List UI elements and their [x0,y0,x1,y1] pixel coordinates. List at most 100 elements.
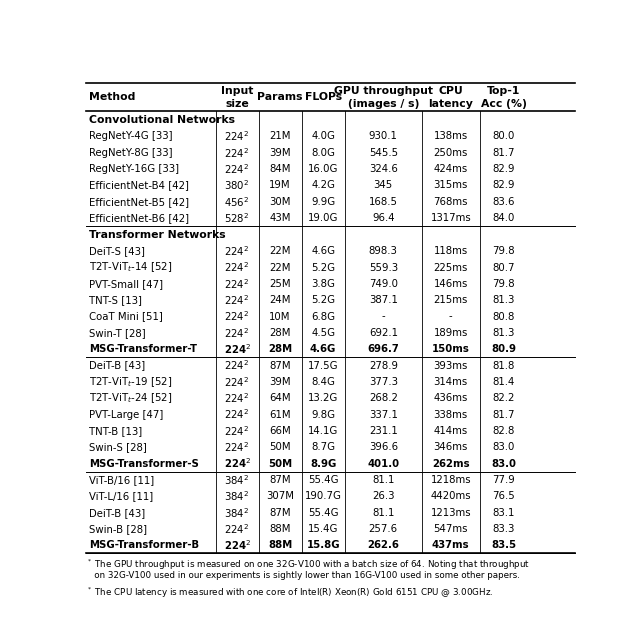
Text: T2T-ViT$_t$-24 [52]: T2T-ViT$_t$-24 [52] [89,392,172,405]
Text: 13.2G: 13.2G [308,394,339,403]
Text: (images / s): (images / s) [348,98,419,109]
Text: 87M: 87M [269,507,291,518]
Text: 5.2G: 5.2G [311,295,335,305]
Text: 190.7G: 190.7G [305,491,342,502]
Text: 25M: 25M [269,279,291,289]
Text: 224$^2$: 224$^2$ [225,408,250,421]
Text: 1218ms: 1218ms [431,475,471,485]
Text: 384$^2$: 384$^2$ [225,505,250,520]
Text: 84M: 84M [269,164,291,174]
Text: 83.0: 83.0 [492,442,515,452]
Text: 424ms: 424ms [434,164,468,174]
Text: Swin-T [28]: Swin-T [28] [89,328,146,338]
Text: 168.5: 168.5 [369,197,398,206]
Text: 930.1: 930.1 [369,131,397,141]
Text: Swin-B [28]: Swin-B [28] [89,524,147,534]
Text: Transformer Networks: Transformer Networks [89,230,225,240]
Text: 224$^2$: 224$^2$ [225,244,250,258]
Text: EfficientNet-B4 [42]: EfficientNet-B4 [42] [89,180,189,190]
Text: 224$^2$: 224$^2$ [223,538,251,552]
Text: 224$^2$: 224$^2$ [225,440,250,454]
Text: 81.8: 81.8 [492,361,515,370]
Text: 387.1: 387.1 [369,295,397,305]
Text: 4.6G: 4.6G [310,344,337,354]
Text: 8.9G: 8.9G [310,458,337,469]
Text: 26.3: 26.3 [372,491,394,502]
Text: 231.1: 231.1 [369,426,397,436]
Text: 81.3: 81.3 [492,328,515,338]
Text: PVT-Small [47]: PVT-Small [47] [89,279,163,289]
Text: 80.9: 80.9 [491,344,516,354]
Text: 749.0: 749.0 [369,279,398,289]
Text: 15.8G: 15.8G [307,540,340,550]
Text: 268.2: 268.2 [369,394,397,403]
Text: PVT-Large [47]: PVT-Large [47] [89,410,163,420]
Text: 8.7G: 8.7G [311,442,335,452]
Text: 83.3: 83.3 [492,524,515,534]
Text: 14.1G: 14.1G [308,426,339,436]
Text: 547ms: 547ms [433,524,468,534]
Text: 314ms: 314ms [434,377,468,387]
Text: 81.1: 81.1 [372,507,394,518]
Text: TNT-B [13]: TNT-B [13] [89,426,142,436]
Text: $^*$ The CPU latency is measured with one core of Intel(R) Xeon(R) Gold 6151 CPU: $^*$ The CPU latency is measured with on… [86,585,493,599]
Text: 64M: 64M [269,394,291,403]
Text: 224$^2$: 224$^2$ [225,129,250,143]
Text: 8.4G: 8.4G [311,377,335,387]
Text: 224$^2$: 224$^2$ [225,375,250,389]
Text: 24M: 24M [269,295,291,305]
Text: 278.9: 278.9 [369,361,398,370]
Text: 81.7: 81.7 [492,410,515,420]
Text: 338ms: 338ms [434,410,468,420]
Text: 9.9G: 9.9G [311,197,335,206]
Text: 43M: 43M [269,213,291,223]
Text: 224$^2$: 224$^2$ [225,392,250,405]
Text: 224$^2$: 224$^2$ [225,359,250,372]
Text: 692.1: 692.1 [369,328,398,338]
Text: TNT-S [13]: TNT-S [13] [89,295,142,305]
Text: EfficientNet-B6 [42]: EfficientNet-B6 [42] [89,213,189,223]
Text: 401.0: 401.0 [367,458,399,469]
Text: 337.1: 337.1 [369,410,397,420]
Text: 380$^2$: 380$^2$ [225,179,250,192]
Text: 384$^2$: 384$^2$ [225,489,250,503]
Text: T2T-ViT$_t$-19 [52]: T2T-ViT$_t$-19 [52] [89,375,172,389]
Text: RegNetY-4G [33]: RegNetY-4G [33] [89,131,173,141]
Text: 696.7: 696.7 [367,344,399,354]
Text: 224$^2$: 224$^2$ [225,424,250,438]
Text: 4.2G: 4.2G [311,180,335,190]
Text: -: - [449,312,452,322]
Text: 384$^2$: 384$^2$ [225,473,250,487]
Text: CoaT Mini [51]: CoaT Mini [51] [89,312,163,322]
Text: 414ms: 414ms [434,426,468,436]
Text: 545.5: 545.5 [369,148,398,158]
Text: 307M: 307M [266,491,294,502]
Text: 76.5: 76.5 [492,491,515,502]
Text: 82.2: 82.2 [492,394,515,403]
Text: 79.8: 79.8 [492,246,515,256]
Text: 88M: 88M [269,524,291,534]
Text: 5.2G: 5.2G [311,262,335,273]
Text: 39M: 39M [269,377,291,387]
Text: 82.8: 82.8 [492,426,515,436]
Text: 4.5G: 4.5G [311,328,335,338]
Text: 88M: 88M [268,540,292,550]
Text: 345: 345 [374,180,393,190]
Text: 138ms: 138ms [434,131,468,141]
Text: 50M: 50M [268,458,292,469]
Text: 81.1: 81.1 [372,475,394,485]
Text: 224$^2$: 224$^2$ [225,162,250,176]
Text: 82.9: 82.9 [492,180,515,190]
Text: 6.8G: 6.8G [311,312,335,322]
Text: Acc (%): Acc (%) [481,98,527,109]
Text: 30M: 30M [269,197,291,206]
Text: size: size [225,98,249,109]
Text: 19.0G: 19.0G [308,213,339,223]
Text: Input: Input [221,86,253,96]
Text: 224$^2$: 224$^2$ [225,522,250,536]
Text: 84.0: 84.0 [492,213,515,223]
Text: 39M: 39M [269,148,291,158]
Text: 83.0: 83.0 [491,458,516,469]
Text: 437ms: 437ms [432,540,470,550]
Text: Swin-S [28]: Swin-S [28] [89,442,147,452]
